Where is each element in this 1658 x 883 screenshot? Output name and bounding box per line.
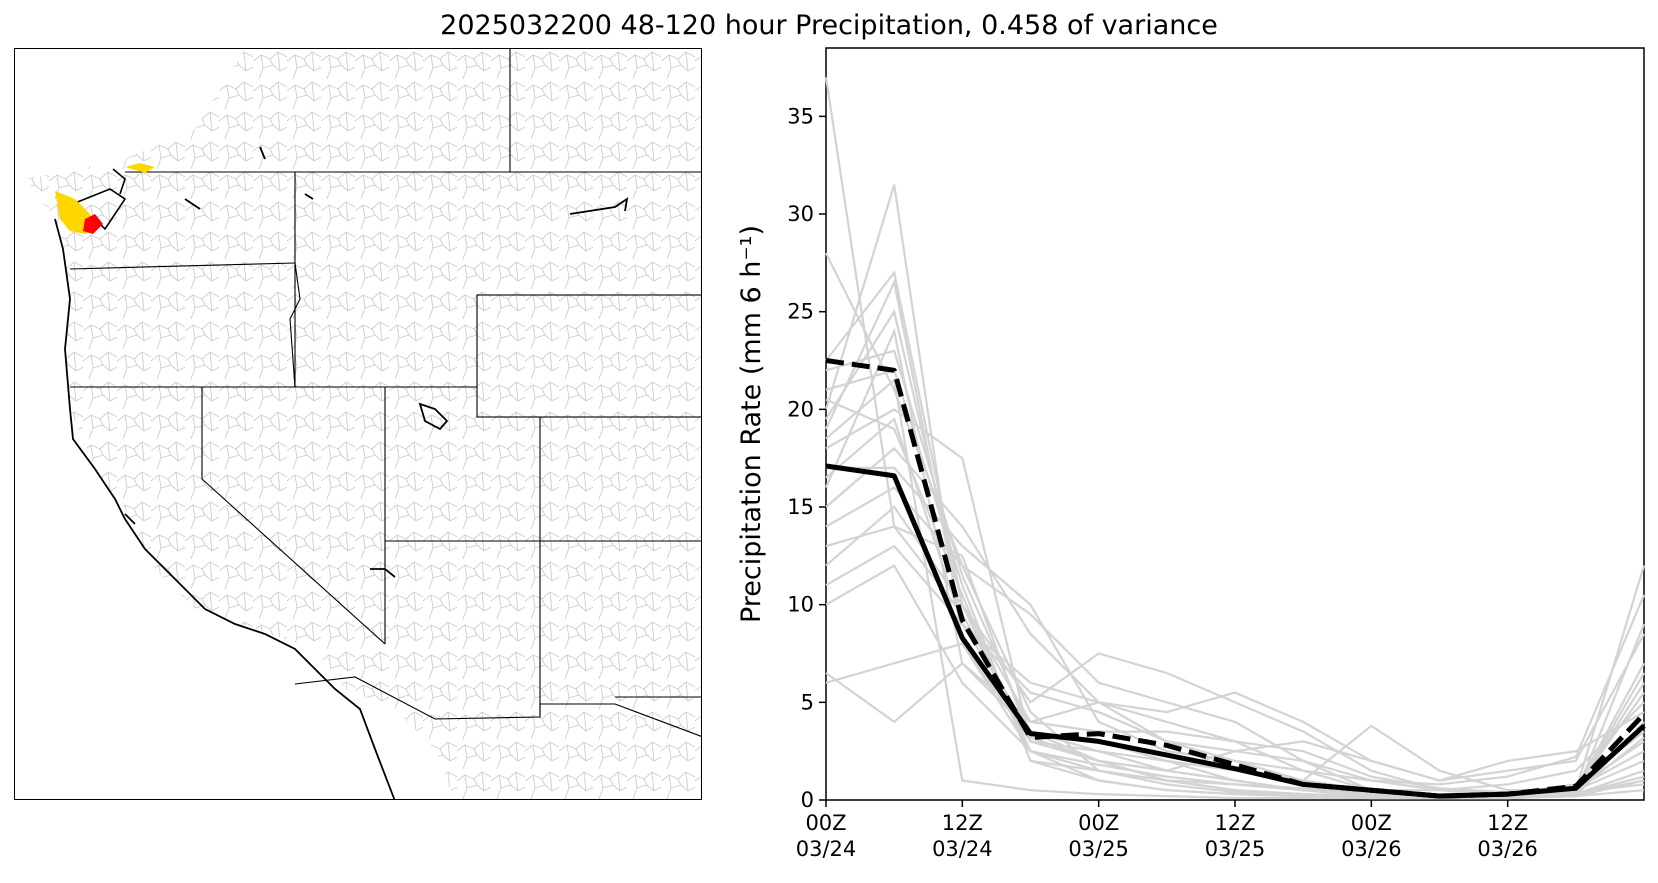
map-svg — [25, 49, 701, 799]
y-tick-label-25: 25 — [787, 300, 814, 324]
figure-title: 2025032200 48-120 hour Precipitation, 0.… — [440, 10, 1218, 41]
x-tick-label-time-2: 00Z — [1078, 811, 1119, 835]
y-axis-label: Precipitation Rate (mm 6 h⁻¹) — [736, 225, 767, 623]
x-tick-label-date-4: 03/26 — [1341, 837, 1402, 861]
x-axis: 00Z03/2412Z03/2400Z03/2512Z03/2500Z03/26… — [796, 800, 1538, 861]
land-region — [25, 49, 701, 799]
member-line-1 — [825, 252, 1646, 800]
x-tick-label-time-1: 12Z — [942, 811, 983, 835]
highlight-red-basin — [83, 214, 103, 234]
y-tick-label-10: 10 — [787, 593, 814, 617]
x-tick-label-time-3: 12Z — [1214, 811, 1255, 835]
x-tick-label-date-3: 03/25 — [1205, 837, 1266, 861]
y-tick-label-30: 30 — [787, 202, 814, 226]
y-axis: 0 5 10 15 20 25 30 35 — [787, 104, 826, 812]
member-line-19 — [825, 417, 1646, 786]
state-boundaries — [69, 49, 701, 737]
member-line-17 — [825, 349, 1645, 798]
series-line-dashed — [825, 358, 1646, 799]
member-line-18 — [825, 378, 1645, 800]
x-tick-label-date-1: 03/24 — [932, 837, 993, 861]
y-tick-label-0: 0 — [801, 788, 814, 812]
y-tick-label-20: 20 — [787, 397, 814, 421]
x-tick-label-time-4: 00Z — [1351, 811, 1392, 835]
y-tick-label-5: 5 — [801, 690, 814, 714]
coastline — [54, 218, 396, 799]
x-tick-label-date-0: 03/24 — [796, 837, 857, 861]
series-line-solid — [825, 463, 1646, 799]
y-tick-label-15: 15 — [787, 495, 814, 519]
x-tick-label-time-5: 12Z — [1487, 811, 1528, 835]
ensemble-members — [824, 77, 1646, 800]
plot-area-frame — [825, 47, 1645, 801]
member-line-8 — [825, 446, 1645, 798]
highlight-yellow-basin-north — [125, 163, 155, 173]
lakes — [124, 146, 629, 578]
basin-map — [14, 48, 702, 800]
x-tick-label-date-2: 03/25 — [1068, 837, 1129, 861]
member-line-3 — [825, 270, 1646, 800]
x-tick-label-time-0: 00Z — [805, 811, 846, 835]
mean-series — [825, 358, 1646, 799]
y-tick-label-35: 35 — [787, 104, 814, 128]
x-tick-label-date-5: 03/26 — [1477, 837, 1538, 861]
member-line-9 — [826, 466, 1645, 796]
member-line-0 — [824, 77, 1645, 800]
